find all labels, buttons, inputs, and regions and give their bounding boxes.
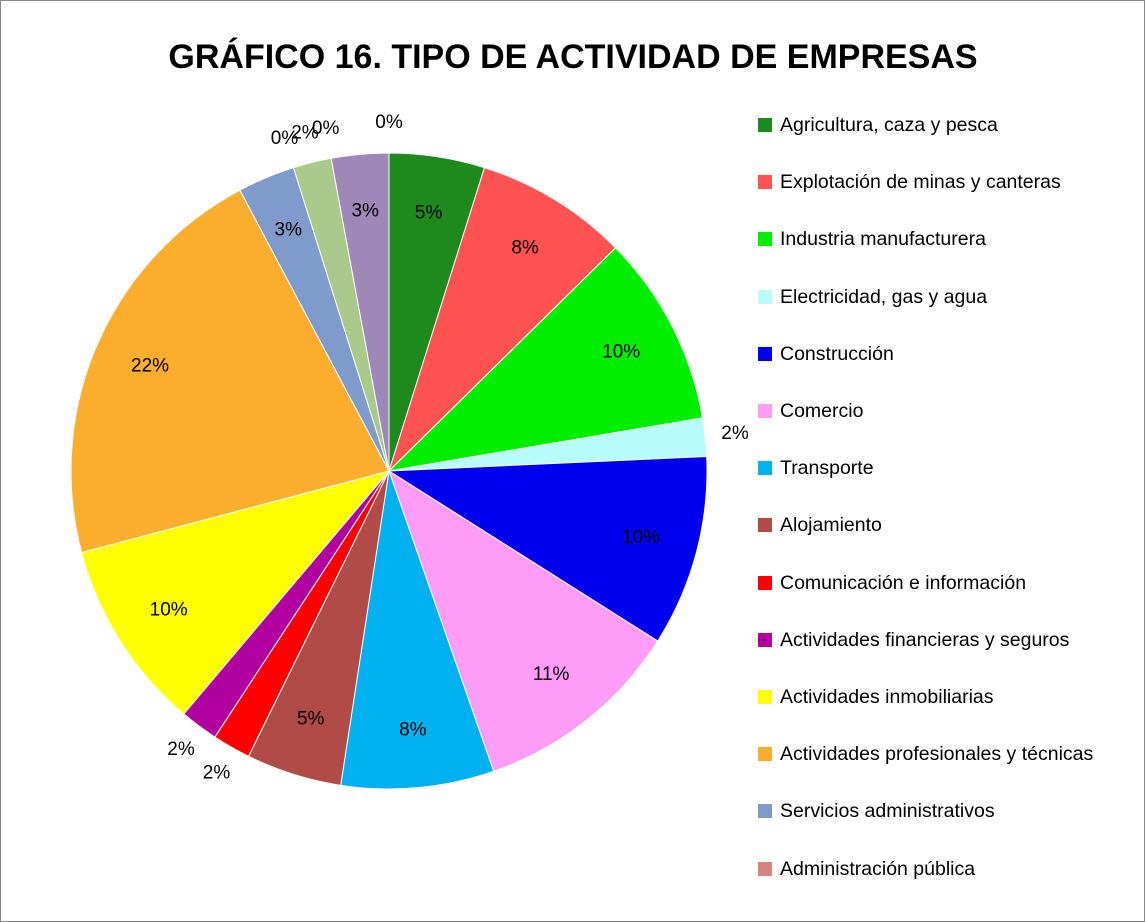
legend-label: Servicios administrativos — [780, 800, 995, 823]
data-label: 22% — [131, 356, 169, 377]
legend-label: Administración pública — [780, 857, 976, 880]
legend-swatch — [758, 175, 772, 190]
data-label: 2% — [203, 762, 231, 783]
legend-item: Actividades profesionales y técnicas — [758, 742, 1120, 766]
legend-label: Transporte — [780, 457, 874, 480]
data-label: 2% — [721, 423, 749, 444]
legend-item: Comercio — [758, 399, 1120, 423]
legend-label: Agricultura, caza y pesca — [780, 114, 998, 136]
legend-item: Industria manufacturera — [758, 227, 1120, 251]
pie-slice — [387, 247, 704, 472]
data-label: 0% — [312, 118, 340, 139]
legend-item: Construcción — [758, 342, 1120, 366]
legend-swatch — [758, 575, 772, 590]
data-label: 0% — [271, 128, 299, 149]
legend-item: Explotación de minas y canteras — [758, 170, 1120, 194]
pie-slice — [387, 455, 708, 642]
legend-label: Electricidad, gas y agua — [780, 285, 988, 308]
data-label: 8% — [511, 238, 539, 259]
data-label: 5% — [297, 709, 325, 730]
legend-swatch — [758, 861, 772, 876]
legend-label: Explotación de minas y canteras — [780, 171, 1061, 194]
data-label: 8% — [399, 720, 427, 741]
data-label: 5% — [415, 202, 443, 223]
pie-slice — [388, 167, 617, 472]
legend-swatch — [758, 518, 772, 533]
legend-swatch — [758, 632, 772, 647]
legend-item: Agricultura, caza y pesca — [758, 113, 1120, 137]
data-label: 3% — [351, 200, 379, 221]
legend-item: Servicios administrativos — [758, 799, 1120, 823]
legend-item: Alojamiento — [758, 513, 1120, 537]
legend-swatch — [758, 346, 772, 361]
legend-label: Industria manufacturera — [780, 228, 986, 251]
legend-swatch — [758, 118, 772, 132]
legend-label: Alojamiento — [780, 514, 882, 537]
pie-slice — [81, 470, 391, 715]
legend-label: Comunicación e información — [780, 571, 1027, 594]
legend-item: Actividades inmobiliarias — [758, 685, 1120, 709]
data-label: 10% — [622, 527, 660, 548]
legend-swatch — [758, 404, 772, 418]
legend-label: Construcción — [780, 342, 894, 365]
legend-label: Actividades profesionales y técnicas — [780, 743, 1094, 766]
data-label: 3% — [275, 219, 303, 240]
data-label: 2% — [167, 739, 195, 760]
legend-label: Comercio — [780, 400, 864, 422]
legend-swatch — [758, 461, 772, 476]
data-label: 2% — [291, 122, 319, 143]
data-label: 10% — [150, 599, 188, 620]
legend-swatch — [758, 232, 772, 247]
legend-swatch — [758, 804, 772, 819]
pie-slice — [70, 189, 390, 554]
legend-swatch — [758, 747, 772, 762]
data-label: 10% — [602, 341, 640, 362]
legend-item: Actividades financieras y seguros — [758, 628, 1120, 652]
data-label: 0% — [375, 112, 403, 133]
legend-item: Electricidad, gas y agua — [758, 285, 1120, 309]
chart-title: GRÁFICO 16. TIPO DE ACTIVIDAD DE EMPRESA… — [168, 38, 977, 76]
legend-item: Comunicación e información — [758, 571, 1120, 595]
legend-label: Actividades financieras y seguros — [780, 628, 1070, 651]
legend-item: Administración pública — [758, 857, 1120, 881]
pie-slice — [340, 470, 495, 790]
legend-label: Actividades inmobiliarias — [780, 686, 994, 708]
pie-slice — [330, 152, 390, 472]
legend-item: Transporte — [758, 456, 1120, 480]
legend-swatch — [758, 690, 772, 704]
pie-slice — [388, 469, 659, 772]
legend-swatch — [758, 289, 772, 304]
data-label: 11% — [533, 664, 570, 685]
